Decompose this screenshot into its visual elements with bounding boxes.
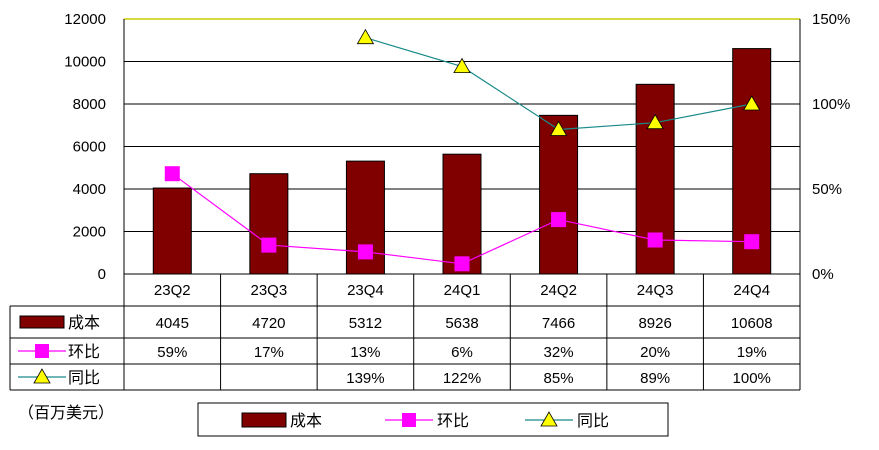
right-tick-label: 150%	[812, 11, 850, 28]
row-series-name: 同比	[68, 368, 100, 387]
legend-key-cost	[241, 412, 287, 428]
bar-cost	[249, 173, 289, 275]
bar-cost	[442, 153, 482, 275]
qoq-point	[551, 212, 567, 228]
table-cell: 19%	[737, 344, 767, 361]
table-cell: 32%	[544, 344, 574, 361]
table-cell: 5638	[445, 315, 478, 332]
right-tick-label: 0%	[812, 266, 834, 283]
row-series-name: 成本	[68, 313, 100, 332]
table-cell: 8926	[638, 315, 671, 332]
category-label: 24Q1	[444, 282, 481, 299]
qoq-point	[744, 234, 760, 250]
qoq-point	[357, 244, 373, 260]
category-label: 23Q4	[347, 282, 384, 299]
legend-key-yoy-marker	[540, 411, 558, 427]
table-cell: 4720	[252, 315, 285, 332]
right-tick-label: 50%	[812, 181, 842, 198]
qoq-point	[647, 232, 663, 248]
yoy-point	[453, 57, 471, 73]
left-tick-label: 8000	[73, 96, 106, 113]
legend-label: 同比	[577, 411, 609, 430]
left-tick-label: 12000	[64, 11, 106, 28]
table-cell: 89%	[640, 370, 670, 387]
legend: 成本 环比 同比	[197, 402, 669, 437]
table-cell: 5312	[349, 315, 382, 332]
table-cell: 122%	[443, 370, 481, 387]
bar-cost	[539, 114, 579, 275]
legend-label: 环比	[437, 411, 469, 430]
legend-key-qoq-marker	[402, 413, 416, 427]
table-cell: 100%	[733, 370, 771, 387]
unit-label: （百万美元）	[18, 403, 114, 422]
table-cell: 10608	[731, 315, 773, 332]
row-key-yoy-marker	[33, 368, 51, 384]
row-series-name: 环比	[68, 342, 100, 361]
left-tick-label: 10000	[64, 54, 106, 71]
table-cell: 13%	[350, 344, 380, 361]
left-tick-label: 4000	[73, 181, 106, 198]
legend-label: 成本	[290, 411, 322, 430]
bar-cost	[152, 187, 192, 275]
qoq-point	[164, 166, 180, 182]
yoy-point	[646, 113, 664, 130]
category-label: 24Q2	[540, 282, 577, 299]
qoq-point	[261, 237, 277, 253]
table-cell: 85%	[544, 370, 574, 387]
yoy-point	[743, 95, 761, 111]
table-cell: 20%	[640, 344, 670, 361]
right-tick-label: 100%	[812, 96, 850, 113]
table-cell: 139%	[346, 370, 384, 387]
category-label: 23Q3	[251, 282, 288, 299]
left-tick-label: 6000	[73, 139, 106, 156]
yoy-point	[356, 28, 375, 45]
category-label: 23Q2	[154, 282, 191, 299]
row-key-cost	[19, 315, 65, 329]
category-label: 24Q4	[733, 282, 770, 299]
category-label: 24Q3	[637, 282, 674, 299]
left-axis-ticks: 0 2000 4000 6000 8000 10000 12000	[64, 11, 106, 283]
right-axis-ticks: 0% 50% 100% 150%	[812, 11, 850, 283]
data-table: 23Q2 23Q3 23Q4 24Q1 24Q2 24Q3 24Q4 成本 4045 4720 53…	[9, 273, 801, 391]
left-tick-label: 2000	[73, 224, 106, 241]
table-cell: 4045	[156, 315, 189, 332]
table-cell: 17%	[254, 344, 284, 361]
yoy-point	[549, 120, 568, 136]
table-cell: 6%	[451, 344, 473, 361]
table-cell: 59%	[157, 344, 187, 361]
row-key-qoq-marker	[35, 344, 49, 358]
table-cell: 7466	[542, 315, 575, 332]
line-series	[164, 28, 761, 272]
left-tick-label: 0	[98, 266, 106, 283]
qoq-point	[454, 256, 470, 272]
